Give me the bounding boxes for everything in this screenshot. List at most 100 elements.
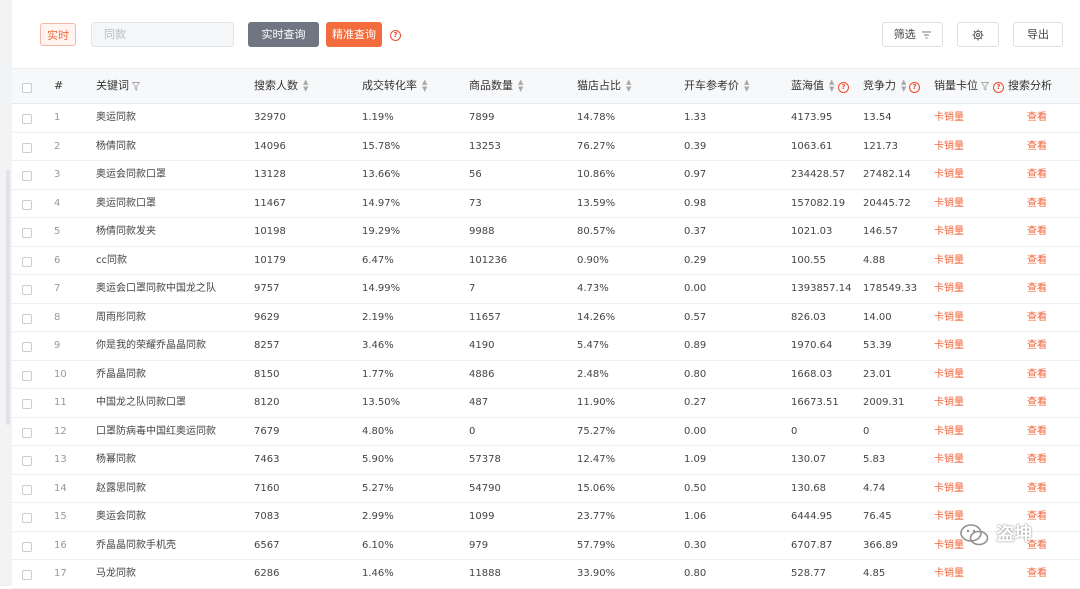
sales-slot-link[interactable]: 卡销量 [934, 539, 964, 551]
search-analysis-link[interactable]: 查看 [1027, 482, 1047, 494]
row-checkbox[interactable] [22, 171, 32, 181]
sales-slot-link[interactable]: 卡销量 [934, 112, 964, 123]
sort-icon[interactable]: ▲ ▼ [303, 78, 309, 93]
row-checkbox[interactable] [22, 484, 32, 495]
row-checkbox[interactable] [22, 228, 32, 238]
search-analysis-link[interactable]: 查看 [1027, 112, 1047, 123]
sales-slot-link[interactable]: 卡销量 [934, 254, 964, 266]
blue-sea-help-icon[interactable]: ? [838, 82, 849, 93]
scrollbar-thumb[interactable] [6, 170, 10, 425]
sort-icon[interactable]: ▲ ▼ [422, 78, 428, 93]
col-conversion[interactable]: 成交转化率 ▲ ▼ [362, 69, 427, 105]
col-sales-slot[interactable]: 销量卡位 [934, 69, 989, 105]
col-tmall-ratio[interactable]: 猫店占比 ▲ ▼ [577, 69, 631, 105]
row-checkbox[interactable] [22, 313, 32, 324]
table-row[interactable]: 15 奥运会同款 7083 2.99% 1099 23.77% 1.06 6444.95 76.… [12, 503, 1080, 532]
col-ref-price[interactable]: 开车参考价 ▲ ▼ [684, 69, 749, 105]
search-analysis-link[interactable]: 查看 [1027, 425, 1047, 437]
row-checkbox[interactable] [22, 399, 32, 409]
sort-icon[interactable]: ▲ ▼ [518, 78, 524, 93]
search-analysis-link[interactable]: 查看 [1027, 397, 1047, 408]
sales-slot-link[interactable]: 卡销量 [934, 226, 964, 237]
row-checkbox[interactable] [22, 142, 32, 153]
search-analysis-link[interactable]: 查看 [1027, 368, 1047, 380]
row-checkbox[interactable] [22, 256, 32, 267]
help-icon[interactable]: ? [390, 30, 401, 41]
sales-slot-link[interactable]: 卡销量 [934, 425, 964, 437]
competition-help-icon[interactable]: ? [909, 82, 920, 93]
table-row[interactable]: 11 中国龙之队同款口罩 8120 13.50% 487 11.90% 0.27 16673.… [12, 389, 1080, 418]
export-button[interactable]: 导出 [1013, 22, 1063, 47]
table-row[interactable]: 7 奥运会口罩同款中国龙之队 9757 14.99% 7 4.73% 0.00 1393857… [12, 275, 1080, 304]
sales-slot-link[interactable]: 卡销量 [934, 368, 964, 380]
sort-icon[interactable]: ▲ ▼ [901, 78, 907, 93]
filter-button[interactable]: 筛选 [882, 22, 943, 47]
search-analysis-link[interactable]: 查看 [1027, 140, 1047, 152]
row-checkbox[interactable] [22, 114, 32, 124]
row-checkbox[interactable] [22, 199, 32, 210]
keyword-search-input[interactable] [91, 22, 234, 47]
table-row[interactable]: 9 你是我的荣耀乔晶晶同款 8257 3.46% 4190 5.47% 0.89 1970.6… [12, 332, 1080, 361]
sales-slot-link[interactable]: 卡销量 [934, 568, 964, 579]
col-product-count[interactable]: 商品数量 ▲ ▼ [469, 69, 523, 105]
sales-slot-link[interactable]: 卡销量 [934, 169, 964, 180]
sort-icon[interactable]: ▲ ▼ [829, 78, 835, 93]
sales-slot-link[interactable]: 卡销量 [934, 454, 964, 465]
sales-slot-link[interactable]: 卡销量 [934, 283, 964, 294]
search-analysis-link[interactable]: 查看 [1027, 226, 1047, 237]
col-blue-sea[interactable]: 蓝海值 ▲ ▼ [791, 69, 834, 105]
table-row[interactable]: 4 奥运同款口罩 11467 14.97% 73 13.59% 0.98 157082.19 2… [12, 190, 1080, 218]
table-row[interactable]: 8 周雨彤同款 9629 2.19% 11657 14.26% 0.57 826.03 14.0… [12, 304, 1080, 332]
search-analysis-link[interactable]: 查看 [1027, 197, 1047, 209]
search-analysis-link[interactable]: 查看 [1027, 283, 1047, 294]
search-analysis-link[interactable]: 查看 [1027, 169, 1047, 180]
sales-slot-link[interactable]: 卡销量 [934, 482, 964, 494]
sort-icon[interactable]: ▲ ▼ [626, 78, 632, 93]
select-all-checkbox[interactable] [22, 83, 32, 93]
row-checkbox[interactable] [22, 370, 32, 381]
funnel-icon[interactable] [981, 81, 989, 91]
table-row[interactable]: 12 口罩防病毒中国红奥运同款 7679 4.80% 0 75.27% 0.00 0 0 卡销量 查… [12, 418, 1080, 446]
search-analysis-link[interactable]: 查看 [1027, 254, 1047, 266]
row-checkbox[interactable] [22, 456, 32, 466]
table-row[interactable]: 14 赵露思同款 7160 5.27% 54790 15.06% 0.50 130.68 4.7… [12, 475, 1080, 503]
row-checkbox[interactable] [22, 513, 32, 523]
table-row[interactable]: 13 杨幂同款 7463 5.90% 57378 12.47% 1.09 130.07 5.83… [12, 446, 1080, 475]
search-analysis-link[interactable]: 查看 [1027, 568, 1047, 579]
sales-slot-link[interactable]: 卡销量 [934, 140, 964, 152]
row-checkbox[interactable] [22, 541, 32, 552]
col-keyword[interactable]: 关键词 [96, 69, 140, 105]
table-row[interactable]: 16 乔晶晶同款手机壳 6567 6.10% 979 57.79% 0.30 6707.87 3… [12, 532, 1080, 560]
search-analysis-link[interactable]: 查看 [1027, 539, 1047, 551]
sales-slot-link[interactable]: 卡销量 [934, 397, 964, 408]
col-search-users[interactable]: 搜索人数 ▲ ▼ [254, 69, 308, 105]
col-competition[interactable]: 竞争力 ▲ ▼ [863, 69, 906, 105]
row-checkbox[interactable] [22, 285, 32, 295]
search-analysis-link[interactable]: 查看 [1027, 311, 1047, 323]
sales-slot-link[interactable]: 卡销量 [934, 511, 964, 522]
sort-icon[interactable]: ▲ ▼ [744, 78, 750, 93]
row-checkbox[interactable] [22, 570, 32, 580]
row-checkbox[interactable] [22, 342, 32, 352]
table-row[interactable]: 10 乔晶晶同款 8150 1.77% 4886 2.48% 0.80 1668.03 23.0… [12, 361, 1080, 389]
realtime-query-button[interactable]: 实时查询 [248, 22, 319, 47]
precise-query-button[interactable]: 精准查询 [326, 22, 382, 47]
realtime-tag[interactable]: 实时 [40, 23, 76, 46]
table-row[interactable]: 1 奥运同款 32970 1.19% 7899 14.78% 1.33 4173.95 13.5… [12, 104, 1080, 133]
settings-button[interactable] [957, 22, 999, 47]
search-users-cell: 7463 [254, 454, 280, 465]
search-analysis-link[interactable]: 查看 [1027, 454, 1047, 465]
row-checkbox[interactable] [22, 427, 32, 438]
sales-slot-link[interactable]: 卡销量 [934, 311, 964, 323]
sales-slot-link[interactable]: 卡销量 [934, 197, 964, 209]
table-row[interactable]: 2 杨倩同款 14096 15.78% 13253 76.27% 0.39 1063.61 12… [12, 133, 1080, 161]
table-row[interactable]: 6 cc同款 10179 6.47% 101236 0.90% 0.29 100.55 4.88… [12, 247, 1080, 275]
table-row[interactable]: 3 奥运会同款口罩 13128 13.66% 56 10.86% 0.97 234428.57… [12, 161, 1080, 190]
funnel-icon[interactable] [132, 81, 140, 91]
table-row[interactable]: 5 杨倩同款发夹 10198 19.29% 9988 80.57% 0.37 1021.03 1… [12, 218, 1080, 247]
sales-slot-link[interactable]: 卡销量 [934, 340, 964, 351]
sales-slot-help-icon[interactable]: ? [993, 82, 1004, 93]
table-row[interactable]: 17 马龙同款 6286 1.46% 11888 33.90% 0.80 528.77 4.85… [12, 560, 1080, 589]
search-analysis-link[interactable]: 查看 [1027, 511, 1047, 522]
search-analysis-link[interactable]: 查看 [1027, 340, 1047, 351]
